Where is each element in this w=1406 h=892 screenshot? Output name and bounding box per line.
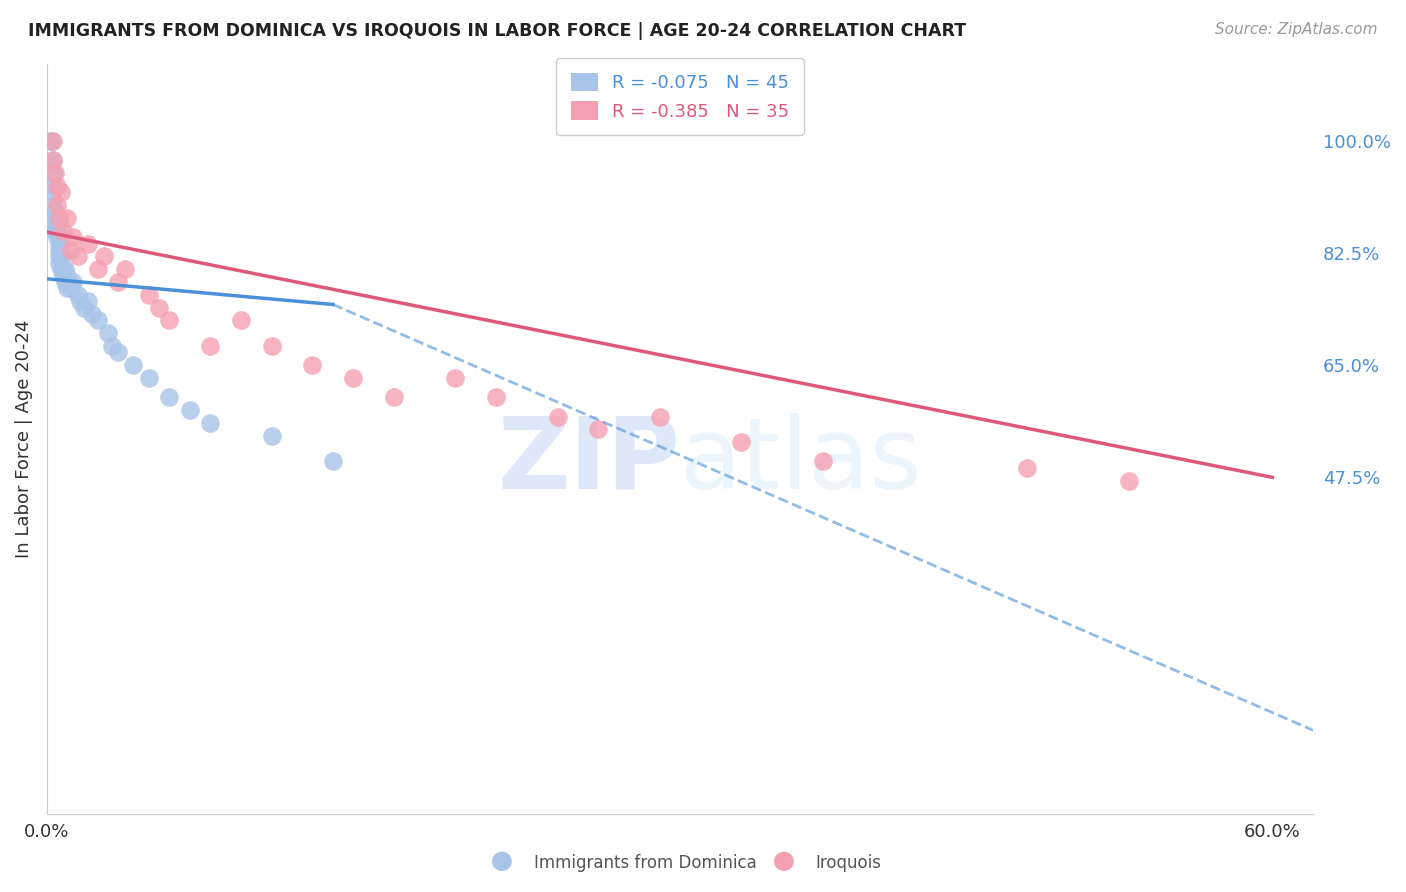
Point [93, 249, 115, 263]
Point [322, 454, 344, 468]
Point [46, 179, 69, 194]
Point [260, 429, 283, 443]
Point [51, 186, 73, 200]
Point [200, 339, 222, 353]
Point [76, 236, 98, 251]
Point [97, 326, 120, 341]
Text: ⬤: ⬤ [491, 851, 513, 871]
Point [148, 301, 170, 315]
Point [51, 249, 73, 263]
Point [301, 359, 323, 373]
Point [72, 301, 94, 315]
Point [42, 186, 65, 200]
Point [200, 416, 222, 430]
Point [179, 403, 201, 417]
Point [730, 435, 752, 450]
Text: atlas: atlas [681, 413, 922, 510]
Point [101, 339, 124, 353]
Point [547, 409, 569, 424]
Point [60, 243, 83, 257]
Point [51, 262, 73, 277]
Point [648, 409, 671, 424]
Point [42, 166, 65, 180]
Point [159, 390, 181, 404]
Point [80, 307, 103, 321]
Point [66, 288, 89, 302]
Legend: R = -0.075   N = 45, R = -0.385   N = 35: R = -0.075 N = 45, R = -0.385 N = 35 [557, 58, 804, 135]
Point [60, 281, 83, 295]
Point [48, 249, 70, 263]
Point [1017, 460, 1039, 475]
Point [39, 134, 62, 148]
Point [107, 275, 129, 289]
Point [56, 268, 79, 283]
Point [114, 262, 136, 277]
Point [44, 211, 66, 225]
Point [138, 371, 160, 385]
Point [46, 230, 69, 244]
Point [44, 204, 66, 219]
Text: Source: ZipAtlas.com: Source: ZipAtlas.com [1215, 22, 1378, 37]
Point [42, 153, 65, 168]
Point [52, 224, 75, 238]
Text: Iroquois: Iroquois [815, 855, 882, 872]
Point [42, 198, 65, 212]
Point [44, 224, 66, 238]
Point [811, 454, 834, 468]
Point [588, 422, 610, 436]
Point [44, 218, 66, 232]
Point [138, 288, 160, 302]
Point [229, 313, 252, 327]
Point [51, 243, 73, 257]
Point [66, 249, 89, 263]
Text: IMMIGRANTS FROM DOMINICA VS IROQUOIS IN LABOR FORCE | AGE 20-24 CORRELATION CHAR: IMMIGRANTS FROM DOMINICA VS IROQUOIS IN … [28, 22, 966, 40]
Point [48, 211, 70, 225]
Point [46, 198, 69, 212]
Point [62, 275, 84, 289]
Text: Immigrants from Dominica: Immigrants from Dominica [534, 855, 756, 872]
Point [53, 262, 76, 277]
Point [52, 262, 75, 277]
Text: ⬤: ⬤ [772, 851, 794, 871]
Point [444, 371, 467, 385]
Point [62, 230, 84, 244]
Point [39, 134, 62, 148]
Point [159, 313, 181, 327]
Point [1118, 474, 1140, 488]
Y-axis label: In Labor Force | Age 20-24: In Labor Force | Age 20-24 [15, 319, 32, 558]
Point [56, 211, 79, 225]
Point [44, 166, 66, 180]
Point [42, 179, 65, 194]
Point [48, 256, 70, 270]
Point [260, 339, 283, 353]
Point [53, 275, 76, 289]
Point [485, 390, 508, 404]
Point [48, 243, 70, 257]
Point [382, 390, 405, 404]
Point [87, 262, 110, 277]
Point [46, 224, 69, 238]
Point [52, 268, 75, 283]
Point [48, 236, 70, 251]
Point [69, 294, 91, 309]
Point [46, 211, 69, 225]
Point [42, 134, 65, 148]
Point [121, 359, 143, 373]
Point [342, 371, 364, 385]
Point [76, 294, 98, 309]
Point [87, 313, 110, 327]
Point [107, 345, 129, 359]
Text: ZIP: ZIP [498, 413, 681, 510]
Point [56, 281, 79, 295]
Point [42, 153, 65, 168]
